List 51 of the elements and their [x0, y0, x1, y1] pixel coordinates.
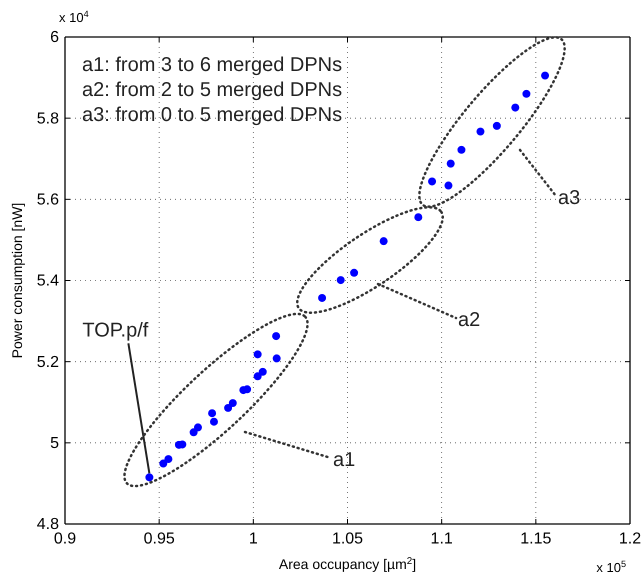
point — [446, 160, 455, 168]
point — [541, 72, 550, 80]
point — [159, 460, 168, 468]
x-tick-label: 1.05 — [332, 530, 364, 548]
annotation: a3 — [558, 187, 580, 209]
x-tick-label: 1.2 — [618, 530, 641, 548]
y-tick-label: 5 — [50, 434, 60, 452]
text: x 10$^{4}$ — [59, 9, 89, 25]
point — [272, 354, 281, 362]
point — [272, 332, 280, 340]
point — [457, 146, 466, 154]
point — [350, 268, 358, 277]
point — [476, 128, 484, 136]
point — [254, 350, 262, 358]
point — [210, 418, 218, 426]
point — [228, 399, 237, 408]
point — [380, 237, 388, 246]
y-tick-label: 5.6 — [36, 191, 60, 208]
point — [208, 409, 216, 418]
y-tick-label: 5.8 — [36, 110, 60, 128]
point — [164, 455, 172, 464]
y-tick-label: 5.4 — [36, 272, 60, 290]
point — [145, 473, 154, 482]
point — [522, 90, 530, 98]
point — [428, 177, 436, 186]
point — [318, 294, 326, 302]
point — [492, 122, 501, 130]
y-tick-label: 5.2 — [36, 354, 60, 371]
x-tick-label: 0.95 — [144, 530, 175, 548]
x-tick-label: 1 — [248, 530, 258, 548]
y-axis-title: Power consumption [nW] — [9, 202, 25, 358]
x-tick-label: 1.15 — [520, 530, 552, 548]
y-tick-label: 6 — [50, 29, 60, 46]
point — [254, 372, 262, 380]
x-tick-label: 1.1 — [430, 530, 453, 548]
point — [414, 213, 422, 222]
point — [194, 423, 202, 432]
annotation: a2: from 2 to 5 merged DPNs — [82, 79, 342, 101]
point — [258, 368, 267, 376]
annotation: a1 — [333, 449, 356, 471]
annotation: a2 — [458, 309, 480, 331]
annotation: a3: from 0 to 5 merged DPNs — [82, 104, 342, 126]
point — [243, 385, 252, 394]
point — [444, 182, 452, 190]
annotation: TOP.p/f — [82, 319, 149, 342]
point — [511, 104, 520, 112]
point — [336, 276, 345, 284]
annotation: a1: from 3 to 6 merged DPNs — [82, 54, 342, 76]
text: x 10$^{5}$ — [596, 559, 626, 575]
x-axis-title: Area occupancy [µm$^{2}$] — [278, 556, 416, 572]
point — [224, 404, 232, 412]
